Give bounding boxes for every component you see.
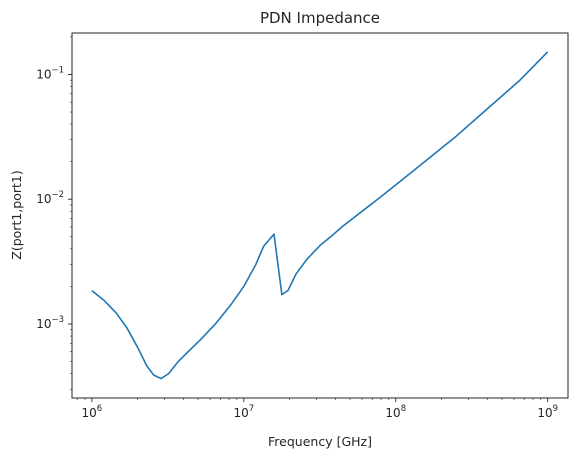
x-tick-label: 108 <box>385 404 406 420</box>
x-tick-label: 109 <box>537 404 558 420</box>
axis-ticks: 106 107 108 109 10−3 10−2 10−1 <box>36 36 558 420</box>
x-tick-label: 106 <box>82 404 103 420</box>
y-tick-label: 10−1 <box>36 65 64 81</box>
x-tick-label: 107 <box>233 404 254 420</box>
plot-area <box>91 51 549 380</box>
chart-title: PDN Impedance <box>260 9 380 27</box>
axes-frame <box>71 32 569 399</box>
x-axis-label: Frequency [GHz] <box>268 434 372 449</box>
y-tick-label: 10−3 <box>36 315 64 331</box>
y-axis-label: Z(port1,port1) <box>9 170 24 259</box>
y-tick-label: 10−2 <box>36 190 64 206</box>
series-line-0 <box>91 51 549 380</box>
